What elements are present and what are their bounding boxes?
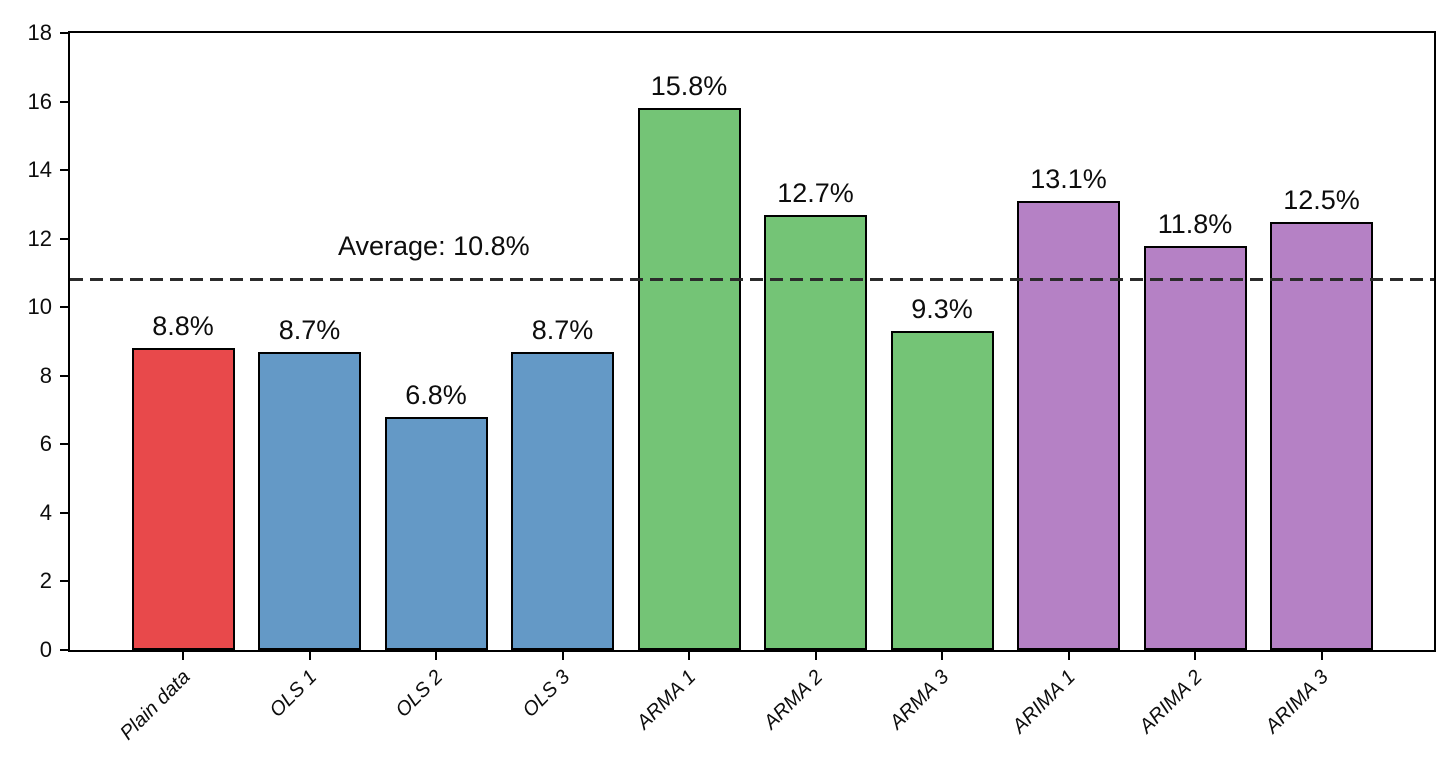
x-tick-label: ARIMA 3 — [1261, 666, 1334, 738]
x-tick-label: ARIMA 2 — [1134, 666, 1207, 738]
bar-value-label: 8.7% — [531, 314, 594, 345]
y-tick-mark — [60, 32, 70, 34]
x-tick-mark — [941, 650, 943, 660]
bar-value-label: 12.5% — [1283, 184, 1360, 215]
x-tick-label: ARMA 3 — [885, 666, 954, 734]
bar-arima-2 — [1143, 245, 1247, 650]
x-tick-mark — [561, 650, 564, 660]
x-tick-mark — [814, 650, 817, 660]
x-tick-mark — [182, 650, 184, 660]
x-tick-mark — [435, 650, 437, 660]
bar-value-label: 8.8% — [152, 311, 214, 342]
y-tick-mark — [60, 100, 70, 103]
bar-ols-3 — [511, 351, 614, 650]
y-tick-label: 18 — [27, 20, 52, 45]
y-tick-mark — [60, 306, 70, 309]
bar-ols-1 — [258, 351, 361, 650]
y-tick-mark — [60, 237, 70, 240]
bar-ols-2 — [384, 416, 488, 650]
y-tick-label: 6 — [39, 431, 52, 457]
y-tick-mark — [60, 443, 70, 446]
y-tick-mark — [60, 169, 70, 172]
x-tick-mark — [688, 650, 690, 660]
y-tick-mark — [60, 580, 70, 583]
x-tick-label: ARMA 2 — [759, 666, 828, 734]
y-tick-label: 8 — [39, 362, 52, 388]
x-tick-label: OLS 1 — [265, 666, 322, 722]
bar-value-label: 9.3% — [911, 294, 973, 325]
y-tick-mark — [60, 649, 70, 651]
y-tick-label: 4 — [39, 499, 52, 525]
average-dashed-line — [70, 278, 1434, 282]
x-tick-mark — [1067, 650, 1070, 660]
bar-plain-data — [131, 348, 235, 650]
bar-arma-3 — [890, 331, 994, 650]
x-tick-mark — [1194, 650, 1196, 660]
x-tick-mark — [308, 650, 311, 660]
bar-value-label: 8.7% — [278, 314, 341, 345]
x-tick-mark — [1320, 650, 1323, 660]
average-line-label: Average: 10.8% — [338, 230, 530, 261]
x-tick-label: OLS 3 — [518, 666, 575, 722]
bar-arma-2 — [764, 214, 867, 650]
bar-value-label: 13.1% — [1030, 163, 1107, 194]
bar-value-label: 6.8% — [405, 379, 467, 410]
bar-value-label: 15.8% — [650, 71, 728, 102]
y-tick-label: 0 — [39, 637, 52, 662]
y-tick-mark — [60, 511, 70, 514]
x-tick-label: Plain data — [116, 666, 195, 745]
y-tick-label: 14 — [27, 157, 52, 183]
bar-value-label: 12.7% — [777, 177, 854, 208]
x-tick-label: OLS 2 — [391, 666, 448, 722]
y-tick-label: 10 — [27, 294, 52, 320]
y-tick-mark — [60, 374, 70, 377]
bar-arima-1 — [1017, 200, 1120, 650]
bar-arma-1 — [637, 108, 741, 650]
y-tick-label: 2 — [39, 568, 52, 594]
x-tick-label: ARIMA 1 — [1008, 666, 1081, 738]
bar-value-label: 11.8% — [1157, 208, 1233, 239]
y-tick-label: 12 — [27, 225, 52, 251]
y-tick-label: 16 — [27, 88, 52, 114]
x-tick-label: ARMA 1 — [632, 666, 701, 734]
bar-arima-3 — [1270, 221, 1373, 650]
